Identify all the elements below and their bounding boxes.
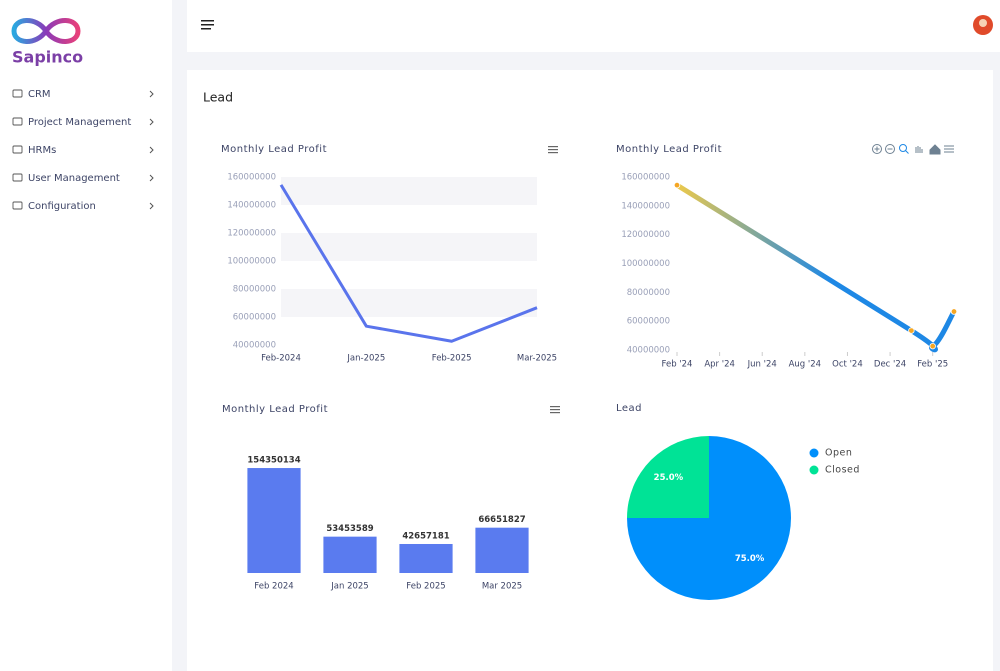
data-label: 66651827: [478, 515, 525, 525]
grid-band: [281, 289, 537, 317]
marker: [908, 327, 915, 334]
chart-title: Monthly Lead Profit: [221, 144, 327, 155]
y-tick-label: 60000000: [627, 317, 670, 327]
data-label: 25.0%: [654, 473, 684, 483]
line: [674, 182, 957, 353]
legend-marker: [809, 448, 819, 458]
chevron: [149, 174, 154, 182]
page-title: Lead: [203, 90, 233, 105]
avatar-face: [979, 19, 987, 27]
header: [187, 0, 1000, 52]
chart-menu[interactable]: [550, 406, 560, 414]
menu-toggle[interactable]: [201, 20, 214, 30]
chevron: [149, 118, 154, 126]
data-label: 75.0%: [735, 554, 765, 564]
chart-menu[interactable]: [548, 146, 558, 154]
y-tick-label: 100000000: [227, 257, 276, 267]
y-tick-label: 100000000: [621, 259, 670, 269]
data-label: 42657181: [402, 531, 449, 541]
chevron: [149, 146, 154, 154]
line: [279, 184, 538, 343]
marker: [950, 308, 958, 315]
marker: [673, 181, 681, 189]
y-tick-label: 160000000: [621, 173, 670, 183]
bar: [247, 468, 301, 573]
pie-slice: [627, 436, 709, 518]
chart-title: Monthly Lead Profit: [616, 144, 722, 155]
menu: CRM Project Management HRMs User Management…: [12, 89, 154, 212]
menu-item[interactable]: User Management: [28, 173, 120, 184]
bar: [323, 536, 377, 573]
chart-title: Lead: [616, 403, 642, 414]
bar: [399, 543, 453, 573]
menu-item[interactable]: Configuration: [28, 201, 96, 212]
y-tick-label: 140000000: [227, 201, 276, 211]
chevron: [149, 90, 154, 98]
menu-icon: [12, 117, 23, 126]
y-tick-label: 160000000: [227, 173, 276, 183]
legend-label: Open: [825, 448, 852, 459]
menu-item[interactable]: HRMs: [28, 145, 56, 156]
x-tick-label: Jan 2025: [330, 582, 368, 592]
chart-title: Monthly Lead Profit: [222, 404, 328, 415]
x-tick-label: Mar-2025: [517, 354, 557, 364]
menu-icon: [12, 145, 23, 154]
chevron: [149, 202, 154, 210]
x-tick-label: Aug '24: [789, 360, 821, 370]
data-label: 154350134: [247, 456, 300, 466]
x-tick-label: Feb-2024: [261, 354, 301, 364]
marker: [929, 342, 936, 350]
y-tick-label: 120000000: [227, 229, 276, 239]
data-label: 53453589: [326, 524, 373, 534]
menu-item[interactable]: CRM: [28, 89, 51, 100]
brand: Sapinco: [12, 48, 83, 67]
sidebar: [0, 0, 172, 671]
x-tick-label: Oct '24: [832, 360, 863, 370]
x-tick-label: Feb 2025: [406, 582, 445, 592]
x-tick-label: Feb '25: [917, 360, 948, 370]
x-tick-label: Jan-2025: [346, 354, 385, 364]
legend-marker: [809, 465, 819, 475]
x-tick-label: Feb '24: [662, 360, 693, 370]
y-tick-label: 40000000: [233, 341, 276, 351]
x-tick-label: Feb-2025: [432, 354, 472, 364]
y-tick-label: 60000000: [233, 313, 276, 323]
content-card: [187, 70, 993, 671]
y-tick-label: 40000000: [627, 346, 670, 356]
logo-icon: [11, 18, 81, 44]
grid-band: [281, 177, 537, 205]
y-tick-label: 120000000: [621, 230, 670, 240]
y-tick-label: 140000000: [621, 201, 670, 211]
menu-item[interactable]: Project Management: [28, 117, 131, 128]
bar: [475, 527, 529, 573]
x-tick-label: Apr '24: [704, 360, 735, 370]
menu-icon: [12, 89, 23, 98]
menu-icon: [12, 173, 23, 182]
chart-toolbar[interactable]: [872, 144, 955, 155]
x-tick-label: Mar 2025: [482, 582, 522, 592]
y-tick-label: 80000000: [233, 285, 276, 295]
charts: Monthly Lead Profit 40000000 60000000 80000…: [221, 144, 958, 600]
legend-label: Closed: [825, 465, 860, 476]
menu-icon: [12, 201, 23, 210]
x-tick-label: Jun '24: [747, 360, 777, 370]
x-tick-label: Dec '24: [874, 360, 906, 370]
y-tick-label: 80000000: [627, 288, 670, 298]
x-tick-label: Feb 2024: [254, 582, 293, 592]
